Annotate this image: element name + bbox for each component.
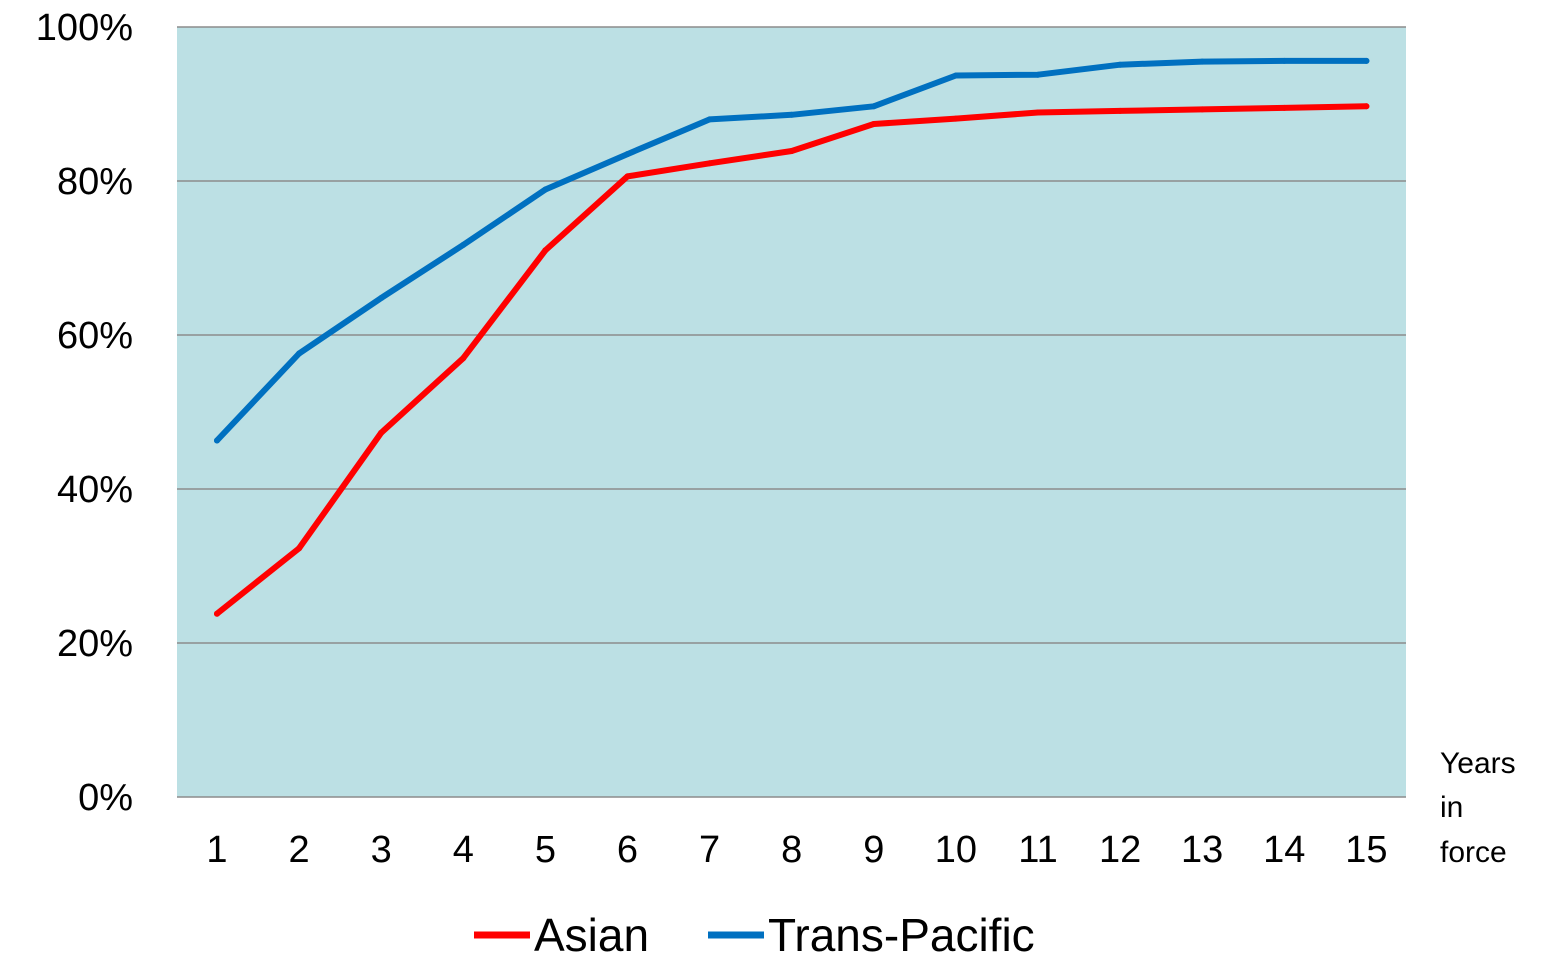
data-point-asian-3 — [378, 429, 385, 436]
legend-label-trans-pacific: Trans-Pacific — [768, 909, 1035, 956]
x-tick-label-13: 13 — [1181, 829, 1223, 871]
x-tick-label-10: 10 — [935, 829, 977, 871]
y-tick-label-0pct: 0% — [78, 777, 133, 819]
x-tick-label-14: 14 — [1263, 829, 1305, 871]
x-tick-label-8: 8 — [781, 829, 802, 871]
x-tick-label-3: 3 — [371, 829, 392, 871]
y-axis-tick-labels: 0% 20% 40% 60% 80% 100% — [36, 7, 133, 819]
gridlines — [177, 26, 1406, 798]
data-point-trans-pacific-1 — [214, 437, 220, 444]
x-axis-tick-labels: 1 2 3 4 5 6 7 8 9 10 11 12 13 14 15 — [206, 829, 1387, 871]
data-point-trans-pacific-15 — [1363, 57, 1370, 64]
data-point-asian-1 — [214, 610, 220, 617]
data-point-asian-11 — [1035, 109, 1041, 116]
data-point-asian-7 — [706, 160, 713, 167]
data-point-trans-pacific-7 — [706, 116, 713, 123]
data-point-trans-pacific-9 — [870, 103, 877, 110]
x-tick-label-6: 6 — [617, 829, 638, 871]
data-point-asian-6 — [624, 173, 631, 180]
data-point-trans-pacific-5 — [542, 186, 549, 193]
x-tick-label-2: 2 — [289, 829, 310, 871]
data-point-trans-pacific-3 — [378, 295, 385, 302]
data-point-trans-pacific-6 — [624, 151, 631, 158]
data-point-asian-5 — [542, 247, 549, 254]
x-tick-label-12: 12 — [1099, 829, 1141, 871]
y-tick-label-60pct: 60% — [57, 315, 133, 357]
data-point-asian-4 — [460, 355, 467, 362]
data-point-asian-10 — [952, 115, 959, 122]
data-point-asian-9 — [870, 121, 877, 128]
x-tick-label-11: 11 — [1018, 829, 1057, 871]
data-point-trans-pacific-11 — [1035, 71, 1041, 78]
x-tick-label-5: 5 — [535, 829, 556, 871]
data-point-asian-13 — [1199, 106, 1206, 113]
data-point-trans-pacific-12 — [1117, 61, 1124, 68]
data-point-asian-8 — [788, 147, 795, 154]
data-point-trans-pacific-8 — [788, 111, 795, 118]
y-tick-label-20pct: 20% — [57, 623, 133, 665]
y-tick-label-100pct: 100% — [36, 7, 133, 49]
legend-label-asian: Asian — [534, 909, 649, 956]
data-point-asian-15 — [1363, 103, 1370, 110]
data-point-asian-14 — [1281, 104, 1288, 111]
x-tick-label-7: 7 — [699, 829, 720, 871]
data-point-trans-pacific-2 — [296, 350, 303, 357]
data-point-asian-2 — [296, 545, 303, 552]
x-tick-label-4: 4 — [453, 829, 474, 871]
x-axis-title-line-force: force — [1440, 836, 1507, 869]
plot-area-background — [177, 27, 1406, 797]
legend: Asian Trans-Pacific — [474, 909, 1035, 956]
x-axis-title-line-years: Years — [1440, 747, 1516, 780]
data-point-asian-12 — [1117, 107, 1124, 114]
x-axis-title-line-in: in — [1440, 791, 1463, 824]
data-point-trans-pacific-13 — [1199, 58, 1206, 65]
data-point-trans-pacific-4 — [460, 241, 467, 248]
x-tick-label-9: 9 — [863, 829, 884, 871]
data-point-trans-pacific-14 — [1281, 57, 1288, 64]
x-tick-label-1: 1 — [206, 829, 227, 871]
series-lines — [214, 57, 1370, 617]
y-tick-label-40pct: 40% — [57, 469, 133, 511]
y-tick-label-80pct: 80% — [57, 161, 133, 203]
data-point-trans-pacific-10 — [952, 72, 959, 79]
x-tick-label-15: 15 — [1345, 829, 1387, 871]
